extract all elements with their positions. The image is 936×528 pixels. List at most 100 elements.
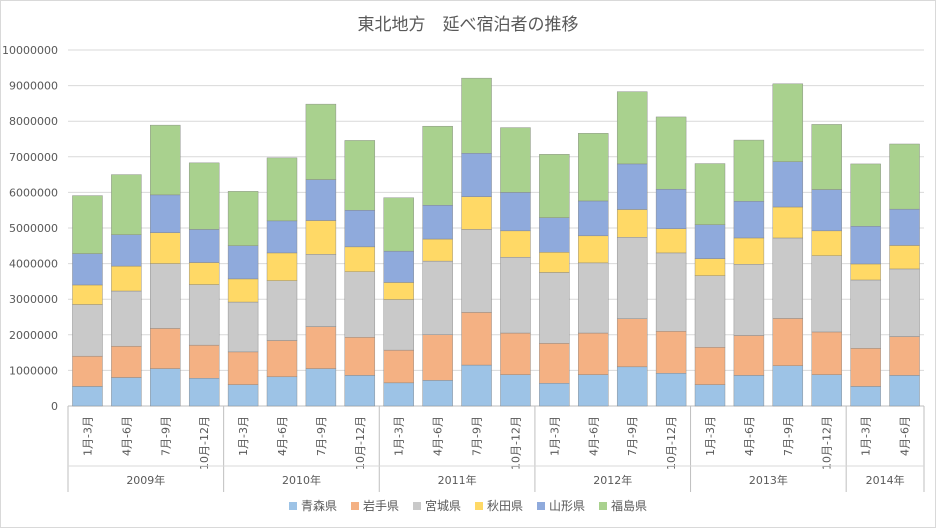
bar-segment-3-1 <box>111 265 142 292</box>
legend-item-3: 秋田県 <box>475 497 523 514</box>
legend-swatch <box>537 501 546 510</box>
bar-segment-4-11 <box>500 192 531 232</box>
bar-segment-3-11 <box>500 230 531 258</box>
bar-segment-4-19 <box>811 189 842 232</box>
bar-segment-3-17 <box>733 237 765 265</box>
x-tick-label: 7月-9月 <box>315 416 328 456</box>
bar-segment-2-16 <box>694 275 726 348</box>
legend-label: 福島県 <box>611 499 648 513</box>
x-tick-label: 1月-3月 <box>81 416 94 456</box>
x-tick-label: 7月-9月 <box>782 416 795 456</box>
bar-segment-3-12 <box>539 252 570 273</box>
bar-segment-5-14 <box>616 91 648 165</box>
y-tick-label: 0 <box>51 400 58 413</box>
legend-item-0: 青森県 <box>288 497 337 514</box>
bar-segment-0-13 <box>578 374 609 407</box>
bar-segment-0-15 <box>655 373 687 407</box>
bar-segment-5-2 <box>150 124 181 196</box>
bar-segment-5-10 <box>461 77 492 154</box>
bar-segment-4-12 <box>539 217 570 253</box>
x-tick-label: 4月-6月 <box>276 416 289 456</box>
bar-segment-4-0 <box>72 253 103 286</box>
bar-segment-0-11 <box>500 374 531 407</box>
x-tick-label: 10月-12月 <box>198 416 211 470</box>
bar-segment-0-1 <box>111 377 142 407</box>
bar-segment-3-0 <box>72 284 103 305</box>
bar-segment-1-17 <box>733 335 765 376</box>
group-label-0: 2009年 <box>126 473 165 487</box>
bar-segment-0-7 <box>344 375 376 407</box>
bar-segment-4-17 <box>733 201 765 239</box>
bar-segment-0-4 <box>227 384 259 407</box>
bar-segment-3-21 <box>889 245 920 270</box>
bar-segment-4-14 <box>616 163 648 210</box>
bar-segment-4-6 <box>305 179 337 221</box>
bar-segment-4-4 <box>227 245 259 280</box>
legend-swatch <box>599 501 608 510</box>
bar-segment-4-9 <box>422 205 453 240</box>
bar-segment-0-10 <box>461 364 492 407</box>
bar-segment-0-8 <box>383 382 414 407</box>
bar-segment-5-16 <box>694 163 726 225</box>
bar-segment-4-21 <box>889 208 920 246</box>
bar-segment-5-4 <box>227 191 259 246</box>
bar-segment-5-20 <box>850 163 881 227</box>
bar-segment-5-19 <box>811 124 842 190</box>
bar-segment-1-16 <box>694 347 726 385</box>
legend-item-2: 宮城県 <box>412 497 461 514</box>
bar-segment-4-18 <box>772 161 804 208</box>
bar-segment-2-0 <box>72 304 103 357</box>
bar-segment-4-16 <box>694 224 726 259</box>
bar-segment-5-3 <box>188 162 220 230</box>
bar-segment-3-3 <box>188 262 220 285</box>
y-tick-label: 1000000 <box>9 364 58 377</box>
bar-segment-5-18 <box>772 83 804 162</box>
group-label-4: 2013年 <box>749 473 788 487</box>
bar-segment-5-21 <box>889 143 920 210</box>
bar-segment-0-18 <box>772 365 804 407</box>
bar-segment-4-7 <box>344 209 376 248</box>
bar-segment-5-9 <box>422 125 453 206</box>
legend-label: 岩手県 <box>362 499 399 513</box>
x-tick-label: 10月-12月 <box>509 416 522 470</box>
bar-segment-0-16 <box>694 384 726 407</box>
bar-segment-3-13 <box>578 235 609 264</box>
legend-item-5: 福島県 <box>599 497 647 514</box>
bar-segment-0-5 <box>266 376 298 407</box>
bar-segment-0-9 <box>422 380 453 407</box>
bar-segment-0-20 <box>850 386 881 407</box>
bar-segment-5-8 <box>383 197 414 252</box>
bar-segment-0-19 <box>811 374 842 407</box>
bar-segment-5-1 <box>111 174 142 235</box>
bar-segment-2-3 <box>188 284 220 346</box>
x-tick-label: 1月-3月 <box>548 416 561 456</box>
bar-segment-4-13 <box>578 200 609 237</box>
x-tick-label: 10月-12月 <box>665 416 678 470</box>
bar-segment-2-6 <box>305 254 337 327</box>
bar-segment-2-14 <box>616 237 648 319</box>
x-tick-label: 4月-6月 <box>120 416 133 456</box>
legend-label: 宮城県 <box>424 499 461 513</box>
bar-segment-1-21 <box>889 336 920 376</box>
bar-segment-1-12 <box>539 343 570 384</box>
bar-segment-2-19 <box>811 255 842 333</box>
bar-segment-5-0 <box>72 195 103 254</box>
legend-item-1: 岩手県 <box>350 497 399 514</box>
group-label-5: 2014年 <box>866 473 905 487</box>
bar-segment-0-3 <box>188 378 220 407</box>
legend-item-4: 山形県 <box>537 497 585 514</box>
bar-segment-2-15 <box>655 252 687 332</box>
bar-segment-1-15 <box>655 331 687 374</box>
bar-segment-2-1 <box>111 290 142 347</box>
y-tick-label: 2000000 <box>9 329 58 342</box>
bar-segment-3-16 <box>694 258 726 276</box>
bar-segment-1-19 <box>811 331 842 375</box>
bar-segment-3-14 <box>616 209 648 238</box>
bar-segment-5-15 <box>655 116 687 190</box>
bar-segment-1-1 <box>111 345 142 378</box>
y-tick-label: 7000000 <box>9 151 58 164</box>
bar-segment-5-17 <box>733 139 765 202</box>
bar-segment-1-7 <box>344 337 376 376</box>
bar-segment-4-20 <box>850 226 881 265</box>
x-tick-label: 1月-3月 <box>860 416 873 456</box>
